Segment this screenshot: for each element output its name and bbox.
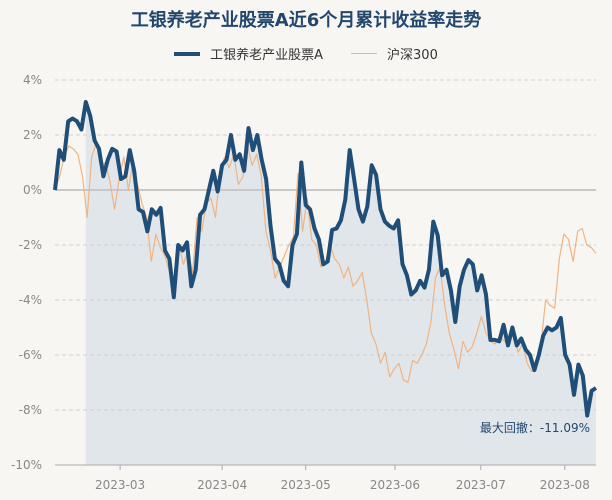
drawdown-area (85, 102, 596, 465)
y-tick-label: 4% (23, 73, 42, 87)
y-tick-label: -4% (19, 293, 42, 307)
x-tick-label: 2023-04 (197, 478, 247, 492)
legend-item-hs300[interactable]: 沪深300 (351, 44, 438, 63)
y-tick-label: 0% (23, 183, 42, 197)
y-tick-label: 2% (23, 128, 42, 142)
legend: 工银养老产业股票A 沪深300 (0, 44, 612, 63)
legend-item-fund[interactable]: 工银养老产业股票A (174, 44, 323, 63)
y-tick-label: -10% (11, 458, 42, 472)
series-line-fund (53, 100, 598, 418)
x-tick-label: 2023-03 (95, 478, 145, 492)
legend-label-hs300: 沪深300 (387, 48, 438, 63)
y-tick-label: -2% (19, 238, 42, 252)
legend-label-fund: 工银养老产业股票A (210, 48, 324, 63)
legend-swatch-hs300 (351, 53, 378, 54)
legend-swatch-fund (174, 51, 201, 56)
y-tick-label: -6% (19, 348, 42, 362)
x-tick-label: 2023-06 (370, 478, 420, 492)
x-tick-label: 2023-07 (456, 478, 506, 492)
chart-title: 工银养老产业股票A近6个月累计收益率走势 (130, 10, 482, 31)
y-tick-label: -8% (19, 403, 42, 417)
max-drawdown-annotation: 最大回撤：-11.09% (480, 420, 590, 435)
x-tick-label: 2023-05 (281, 478, 331, 492)
x-tick-label: 2023-08 (540, 478, 590, 492)
